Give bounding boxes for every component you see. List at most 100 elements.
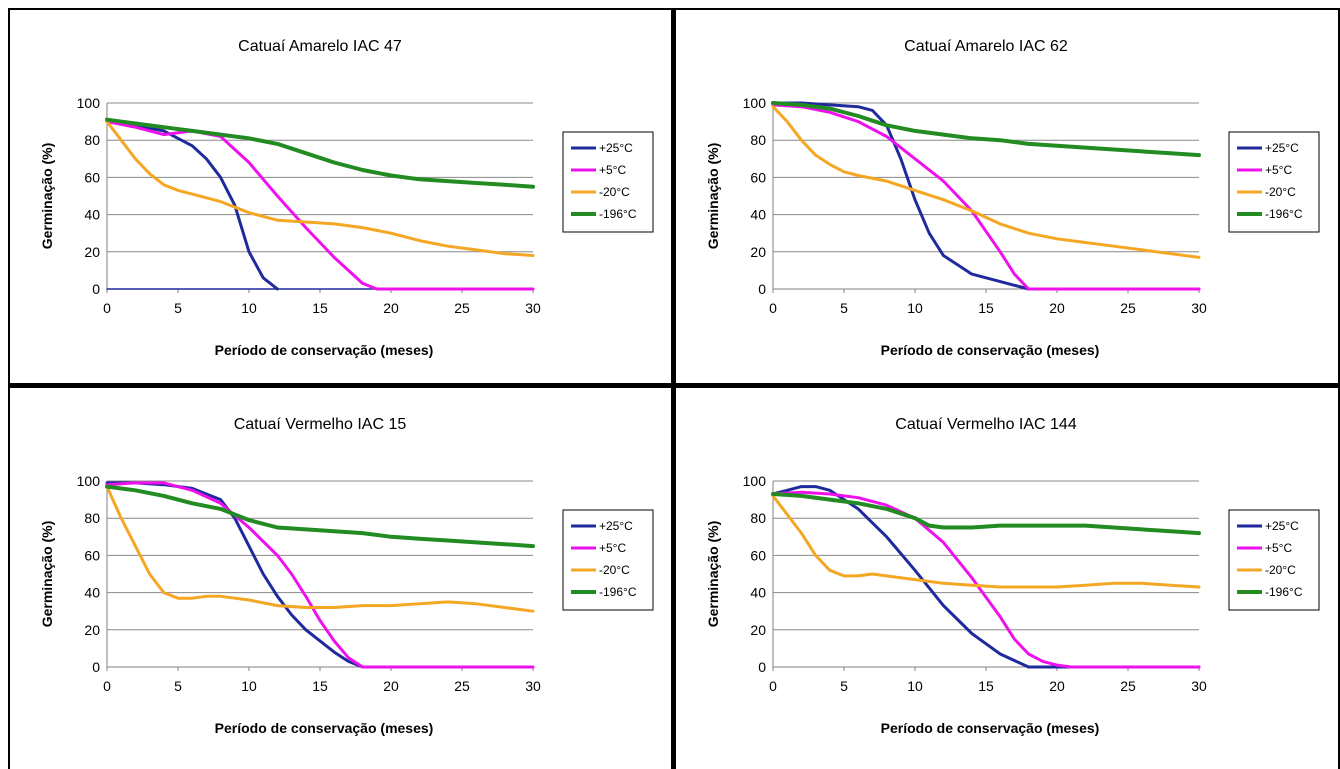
- legend-label: -20°C: [599, 185, 630, 199]
- x-tick-label: 10: [241, 300, 257, 316]
- series-line: [771, 494, 1201, 589]
- series-line: [105, 481, 535, 669]
- y-tick-label: 20: [84, 244, 100, 260]
- x-tick-label: 0: [769, 678, 777, 694]
- series-line: [105, 120, 535, 257]
- x-tick-label: 10: [907, 300, 923, 316]
- x-tick-label: 20: [383, 678, 399, 694]
- y-tick-label: 0: [758, 281, 766, 297]
- legend-label: -196°C: [1265, 207, 1303, 221]
- x-tick-label: 5: [840, 300, 848, 316]
- x-tick-label: 5: [174, 678, 182, 694]
- x-tick-label: 5: [174, 300, 182, 316]
- series-line: [771, 101, 1201, 291]
- series-line: [771, 101, 1201, 158]
- y-tick-label: 80: [750, 132, 766, 148]
- y-tick-label: 40: [84, 585, 100, 601]
- y-tick-label: 60: [84, 547, 100, 563]
- x-axis-label: Período de conservação (meses): [215, 720, 434, 736]
- x-tick-label: 10: [241, 678, 257, 694]
- y-tick-label: 100: [77, 473, 101, 489]
- y-axis-label: Germinação (%): [705, 143, 721, 250]
- series-line: [105, 481, 365, 669]
- y-tick-label: 40: [84, 207, 100, 223]
- y-tick-label: 40: [750, 207, 766, 223]
- y-axis-label: Germinação (%): [39, 521, 55, 628]
- y-tick-label: 0: [92, 281, 100, 297]
- x-tick-label: 0: [103, 300, 111, 316]
- chart-panel-catuai-vermelho-iac-15: Catuaí Vermelho IAC 15 0 20 40 60 80 100 0 5 10 15…: [8, 385, 673, 769]
- y-tick-label: 80: [84, 132, 100, 148]
- chart-svg: Catuaí Vermelho IAC 144 0 20 40 60 80 100 0 5 10 1…: [705, 416, 1320, 736]
- legend-label: +25°C: [599, 141, 633, 155]
- series-line: [105, 117, 535, 189]
- x-tick-label: 0: [103, 678, 111, 694]
- legend-label: +5°C: [599, 163, 626, 177]
- y-tick-label: 100: [743, 95, 767, 111]
- y-tick-label: 20: [84, 622, 100, 638]
- x-tick-label: 30: [1191, 300, 1207, 316]
- x-axis-label: Período de conservação (meses): [215, 342, 434, 358]
- x-tick-label: 20: [1049, 678, 1065, 694]
- x-axis-label: Período de conservação (meses): [881, 720, 1100, 736]
- x-tick-label: 25: [454, 300, 470, 316]
- legend-label: -196°C: [1265, 585, 1303, 599]
- chart-panel-catuai-amarelo-iac-47: Catuaí Amarelo IAC 47 0 20 40 60 80 100 0 5 10 15 2…: [8, 8, 673, 385]
- x-tick-label: 30: [525, 300, 541, 316]
- x-tick-label: 5: [840, 678, 848, 694]
- y-tick-label: 80: [750, 510, 766, 526]
- legend-label: +25°C: [1265, 519, 1299, 533]
- x-tick-label: 25: [1120, 678, 1136, 694]
- x-axis-label: Período de conservação (meses): [881, 342, 1100, 358]
- x-tick-label: 30: [1191, 678, 1207, 694]
- x-tick-label: 25: [1120, 300, 1136, 316]
- chart-svg: Catuaí Amarelo IAC 47 0 20 40 60 80 100 0 5 10 15 2…: [39, 38, 654, 358]
- series-line: [105, 485, 535, 613]
- legend-label: +5°C: [1265, 163, 1292, 177]
- series-line: [771, 490, 1201, 669]
- y-tick-label: 60: [750, 547, 766, 563]
- legend-label: +25°C: [1265, 141, 1299, 155]
- legend-label: -196°C: [599, 585, 637, 599]
- x-tick-label: 20: [1049, 300, 1065, 316]
- chart-title: Catuaí Vermelho IAC 15: [234, 416, 407, 433]
- x-tick-label: 15: [312, 678, 328, 694]
- y-tick-label: 0: [92, 659, 100, 675]
- legend-label: +5°C: [599, 541, 626, 555]
- series-line: [771, 492, 1201, 536]
- chart-title: Catuaí Amarelo IAC 47: [238, 38, 402, 55]
- x-tick-label: 20: [383, 300, 399, 316]
- y-tick-label: 0: [758, 659, 766, 675]
- legend-label: -20°C: [1265, 185, 1296, 199]
- chart-svg: Catuaí Amarelo IAC 62 0 20 40 60 80 100 0 5 10 15 2…: [705, 38, 1320, 358]
- y-axis-label: Germinação (%): [39, 143, 55, 250]
- y-tick-label: 40: [750, 585, 766, 601]
- x-tick-label: 30: [525, 678, 541, 694]
- series-line: [105, 120, 535, 291]
- series-line: [105, 484, 535, 549]
- y-tick-label: 20: [750, 244, 766, 260]
- y-tick-label: 20: [750, 622, 766, 638]
- legend-label: -20°C: [599, 563, 630, 577]
- x-tick-label: 15: [978, 300, 994, 316]
- legend-label: +25°C: [599, 519, 633, 533]
- chart-title: Catuaí Amarelo IAC 62: [904, 38, 1068, 55]
- y-tick-label: 80: [84, 510, 100, 526]
- y-tick-label: 60: [84, 169, 100, 185]
- chart-svg: Catuaí Vermelho IAC 15 0 20 40 60 80 100 0 5 10 15…: [39, 416, 654, 736]
- chart-title: Catuaí Vermelho IAC 144: [895, 416, 1077, 433]
- series-line: [771, 485, 1201, 669]
- chart-panel-catuai-amarelo-iac-62: Catuaí Amarelo IAC 62 0 20 40 60 80 100 0 5 10 15 2…: [673, 8, 1340, 385]
- legend-label: -20°C: [1265, 563, 1296, 577]
- series-line: [771, 103, 1201, 291]
- series-line: [771, 105, 1201, 259]
- legend-label: +5°C: [1265, 541, 1292, 555]
- x-tick-label: 15: [978, 678, 994, 694]
- y-tick-label: 100: [77, 95, 101, 111]
- y-axis-label: Germinação (%): [705, 521, 721, 628]
- x-tick-label: 0: [769, 300, 777, 316]
- y-tick-label: 100: [743, 473, 767, 489]
- legend-label: -196°C: [599, 207, 637, 221]
- series-line: [105, 120, 279, 291]
